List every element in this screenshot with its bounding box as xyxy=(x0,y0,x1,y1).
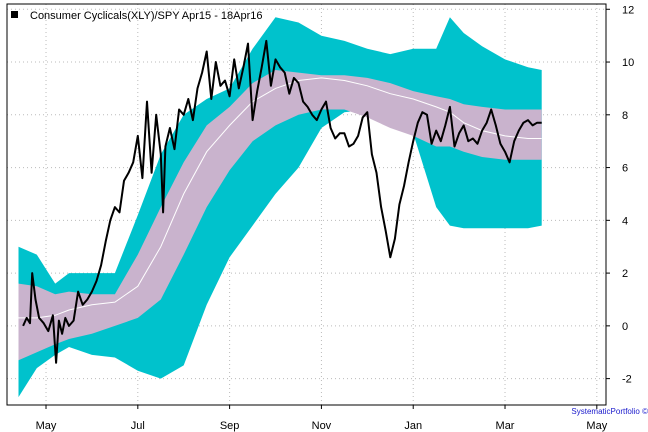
y-tick-label: 10 xyxy=(622,57,634,69)
x-tick-label: May xyxy=(586,420,607,432)
x-tick-label: May xyxy=(36,420,57,432)
legend-label: Consumer Cyclicals(XLY)/SPY Apr15 - 18Ap… xyxy=(30,10,263,22)
x-axis: May Jul Sep Nov Jan Mar May xyxy=(36,405,608,432)
y-tick-label: -2 xyxy=(622,374,632,386)
y-tick-label: 8 xyxy=(622,110,628,122)
watermark: SystematicPortfolio © xyxy=(571,407,648,416)
x-tick-label: Jul xyxy=(131,420,145,432)
x-tick-label: Jan xyxy=(404,420,422,432)
x-tick-label: Sep xyxy=(220,420,240,432)
plot-frame xyxy=(6,3,607,406)
x-tick-label: Mar xyxy=(496,420,515,432)
y-tick-label: 12 xyxy=(622,4,634,16)
legend-swatch xyxy=(11,11,18,18)
inner-band xyxy=(18,70,542,361)
y-tick-label: 0 xyxy=(622,321,628,333)
y-axis: -2 0 2 4 6 8 10 12 xyxy=(606,4,634,386)
legend: Consumer Cyclicals(XLY)/SPY Apr15 - 18Ap… xyxy=(11,10,263,22)
y-tick-label: 6 xyxy=(622,163,628,175)
y-tick-label: 4 xyxy=(622,215,628,227)
x-tick-label: Nov xyxy=(312,420,332,432)
y-tick-label: 2 xyxy=(622,268,628,280)
price-line xyxy=(22,39,542,364)
